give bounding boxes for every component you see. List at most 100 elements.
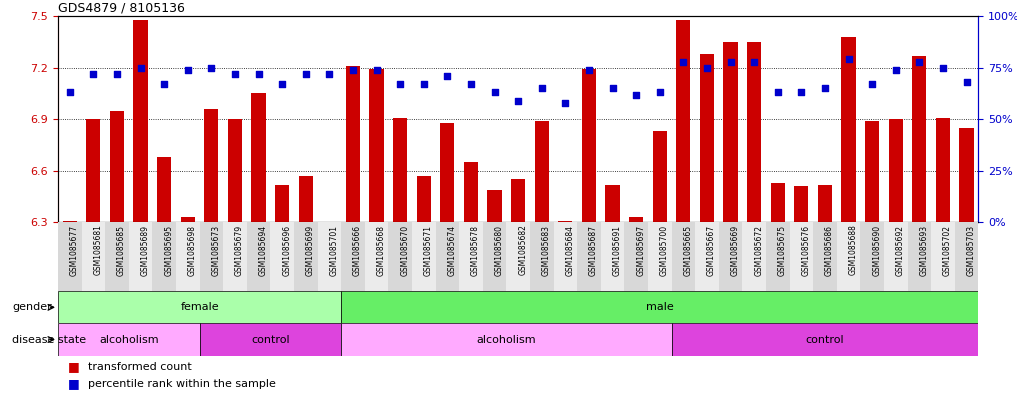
Bar (181, 217, 195, 222)
Bar (199, 222, 223, 291)
Text: control: control (805, 334, 844, 345)
Bar (936, 118, 950, 222)
Bar (578, 222, 601, 291)
Bar (81, 222, 105, 291)
Text: transformed count: transformed count (88, 362, 192, 372)
Text: alcoholism: alcoholism (99, 334, 159, 345)
Bar (676, 20, 691, 222)
Point (722, 58, 738, 64)
Bar (794, 186, 809, 222)
Bar (251, 94, 265, 222)
Point (109, 71, 125, 77)
Bar (417, 176, 431, 222)
Bar (199, 323, 341, 356)
Text: GSM1085675: GSM1085675 (778, 224, 787, 275)
Text: GSM1085700: GSM1085700 (660, 224, 669, 275)
Text: GSM1085688: GSM1085688 (848, 224, 857, 275)
Bar (624, 222, 648, 291)
Bar (223, 222, 247, 291)
Text: GSM1085686: GSM1085686 (825, 224, 834, 275)
Bar (341, 222, 365, 291)
Bar (671, 222, 696, 291)
Bar (860, 222, 884, 291)
Bar (369, 70, 383, 222)
Bar (58, 323, 199, 356)
Point (439, 73, 456, 79)
Point (132, 64, 148, 71)
Bar (747, 42, 762, 222)
Bar (394, 118, 407, 222)
Bar (317, 222, 341, 291)
Text: GSM1085694: GSM1085694 (258, 224, 267, 275)
Bar (884, 222, 907, 291)
Text: GSM1085689: GSM1085689 (140, 224, 149, 275)
Text: GSM1085679: GSM1085679 (235, 224, 244, 275)
Point (486, 89, 502, 95)
Text: GSM1085697: GSM1085697 (637, 224, 645, 275)
Bar (601, 222, 624, 291)
Bar (228, 119, 242, 222)
Point (416, 81, 432, 87)
Bar (341, 323, 671, 356)
Bar (346, 66, 360, 222)
Point (227, 71, 243, 77)
Bar (535, 121, 549, 222)
Point (203, 64, 220, 71)
Text: GSM1085684: GSM1085684 (565, 224, 575, 275)
Bar (459, 222, 483, 291)
Point (463, 81, 479, 87)
Point (557, 99, 574, 106)
Bar (58, 222, 81, 291)
Point (604, 85, 620, 92)
Text: alcoholism: alcoholism (477, 334, 536, 345)
Point (534, 85, 550, 92)
Text: female: female (180, 302, 219, 312)
Bar (133, 20, 147, 222)
Bar (157, 157, 171, 222)
Point (911, 58, 928, 64)
Text: GSM1085687: GSM1085687 (589, 224, 598, 275)
Point (840, 56, 856, 62)
Text: disease state: disease state (12, 334, 86, 345)
Bar (723, 42, 737, 222)
Bar (818, 185, 832, 222)
Bar (771, 183, 785, 222)
Bar (530, 222, 553, 291)
Bar (814, 222, 837, 291)
Point (817, 85, 833, 92)
Bar (719, 222, 742, 291)
Bar (440, 123, 455, 222)
Point (368, 66, 384, 73)
Bar (294, 222, 317, 291)
Bar (247, 222, 271, 291)
Bar (959, 128, 973, 222)
Point (935, 64, 951, 71)
Bar (105, 222, 129, 291)
Text: GSM1085665: GSM1085665 (683, 224, 693, 275)
Bar (841, 37, 855, 222)
Bar (176, 222, 199, 291)
Bar (487, 190, 501, 222)
Text: GSM1085678: GSM1085678 (471, 224, 480, 275)
Bar (86, 119, 101, 222)
Bar (582, 70, 596, 222)
Text: GSM1085667: GSM1085667 (707, 224, 716, 275)
Bar (742, 222, 766, 291)
Text: GSM1085676: GSM1085676 (801, 224, 811, 275)
Bar (955, 222, 978, 291)
Text: GSM1085685: GSM1085685 (117, 224, 126, 275)
Bar (696, 222, 719, 291)
Bar (700, 54, 714, 222)
Text: GDS4879 / 8105136: GDS4879 / 8105136 (58, 2, 185, 15)
Bar (435, 222, 459, 291)
Point (888, 66, 904, 73)
Point (770, 89, 786, 95)
Point (85, 71, 102, 77)
Bar (671, 323, 978, 356)
Bar (110, 111, 124, 222)
Bar (129, 222, 153, 291)
Point (345, 66, 361, 73)
Bar (412, 222, 435, 291)
Bar (512, 180, 525, 222)
Point (321, 71, 338, 77)
